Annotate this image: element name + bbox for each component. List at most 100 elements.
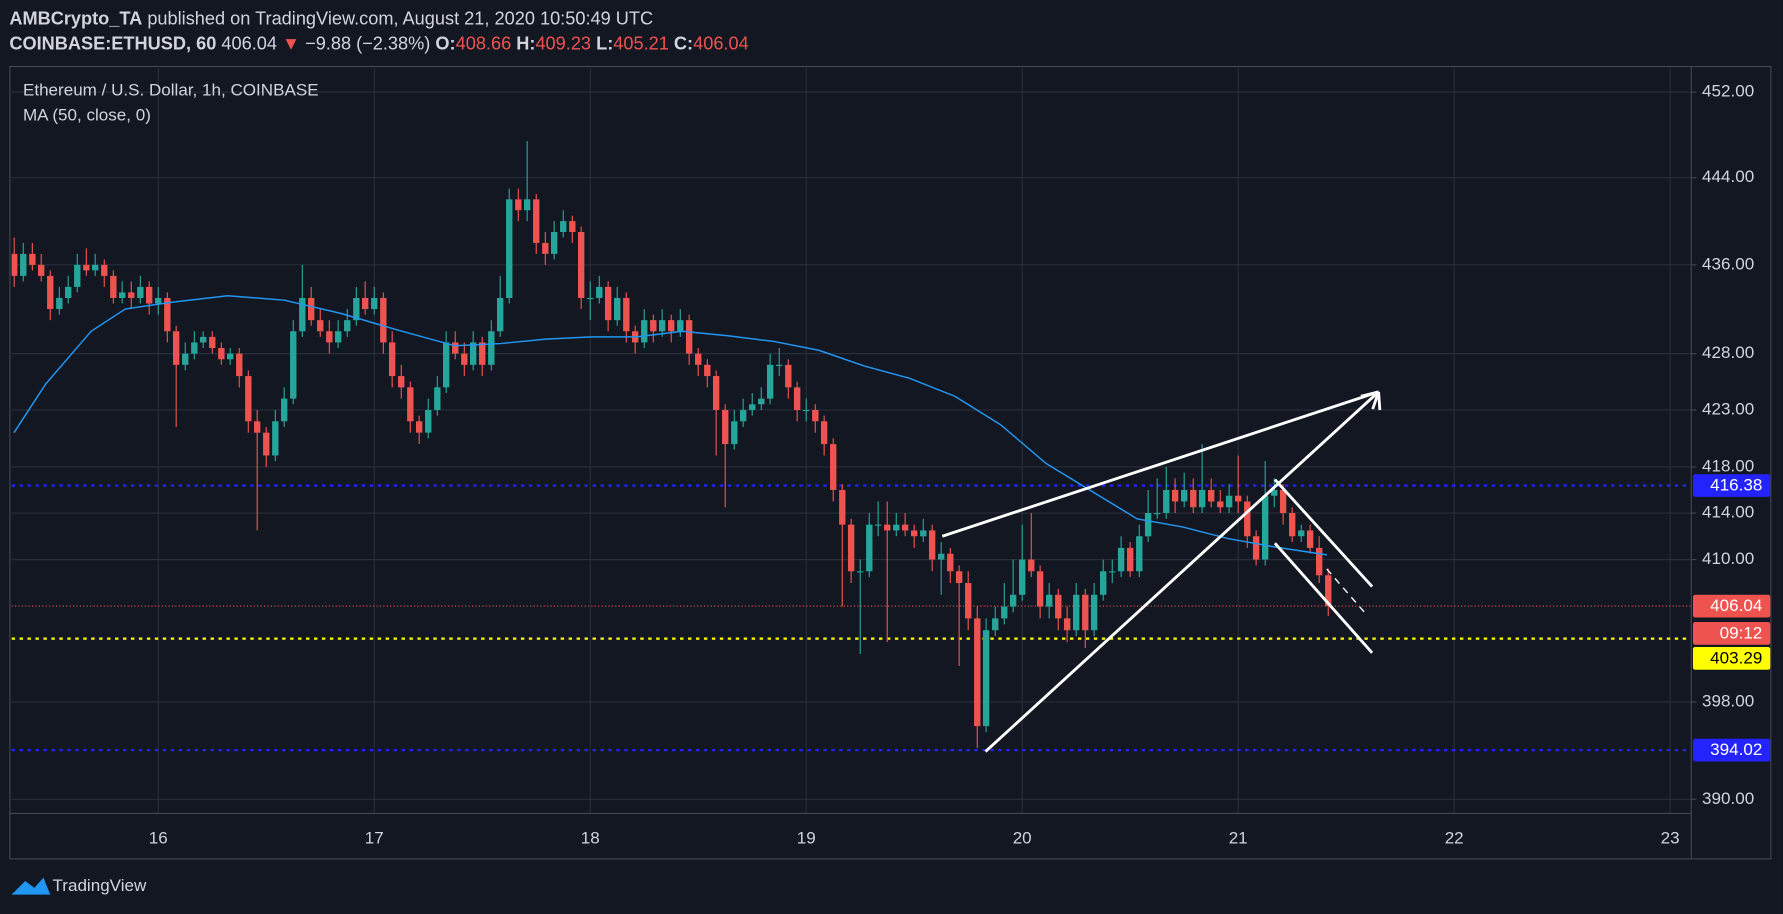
- candle-body: [425, 409, 432, 433]
- candle-body: [191, 342, 198, 354]
- candle-body: [577, 231, 585, 298]
- footer-brand: TradingView: [53, 876, 147, 895]
- y-tick-label: 398.00: [1702, 691, 1754, 710]
- y-tick-label: 414.00: [1702, 503, 1754, 522]
- candle-body: [65, 286, 72, 298]
- candle-body: [56, 297, 63, 310]
- candle-body: [253, 421, 261, 433]
- price-badge-label: 394.02: [1710, 740, 1762, 759]
- candle-body: [1001, 606, 1008, 619]
- candle-body: [434, 387, 441, 410]
- candle-body: [290, 331, 297, 399]
- candle-body: [1271, 489, 1278, 496]
- candle-body: [218, 348, 225, 360]
- candle-body: [1235, 495, 1242, 502]
- ohlc-value: 408.66: [456, 33, 512, 53]
- candle-body: [1325, 575, 1332, 607]
- trend-line: [1326, 568, 1367, 615]
- candle-body: [677, 320, 684, 332]
- price-badge: [1692, 474, 1771, 497]
- candle-body: [47, 275, 54, 310]
- candle-body: [119, 292, 126, 298]
- candle-body: [533, 199, 540, 243]
- candle-body: [461, 353, 468, 365]
- candle-body: [128, 292, 135, 298]
- y-tick-label: 444.00: [1702, 167, 1754, 186]
- candle-body: [1163, 489, 1170, 514]
- candle-body: [317, 320, 324, 332]
- candle-body: [604, 286, 612, 321]
- candle-body: [874, 524, 882, 526]
- legend-entry: MA (50, close, 0): [23, 105, 151, 124]
- x-tick-label: 23: [1661, 828, 1680, 847]
- candle-body: [550, 231, 558, 254]
- candle-body: [1316, 547, 1323, 576]
- price: 406.04: [221, 33, 277, 53]
- candle-body: [1109, 571, 1116, 573]
- candle-body: [371, 297, 378, 310]
- logo-icon: [11, 877, 51, 895]
- x-tick-label: 21: [1229, 828, 1248, 847]
- candle-body: [1279, 489, 1287, 514]
- y-tick-label: 436.00: [1702, 254, 1754, 273]
- ohlc-label: H:: [516, 33, 535, 53]
- candle-body: [173, 331, 180, 365]
- candle-body: [1046, 594, 1053, 607]
- candle-body: [1036, 571, 1044, 607]
- candle-body: [560, 221, 567, 232]
- candle-body: [722, 409, 729, 445]
- candle-body: [866, 524, 873, 572]
- candle-body: [928, 530, 936, 560]
- candle-body: [361, 297, 369, 310]
- price-badge-label: 406.04: [1710, 596, 1762, 615]
- x-tick-label: 22: [1445, 828, 1464, 847]
- candle-body: [1190, 489, 1197, 508]
- candle-body: [793, 387, 801, 410]
- candle-body: [1100, 571, 1107, 595]
- candle-body: [650, 320, 657, 332]
- candle-body: [74, 264, 81, 287]
- candle-body: [695, 353, 702, 365]
- candle-body: [20, 253, 27, 276]
- price-badge-label: 416.38: [1710, 476, 1762, 495]
- candle-body: [596, 286, 603, 298]
- chart-title: Ethereum / U.S. Dollar, 1h, COINBASE: [23, 80, 319, 99]
- candle-body: [1198, 489, 1206, 508]
- candle-body: [1217, 501, 1224, 508]
- candle-body: [263, 432, 270, 456]
- candle-body: [272, 421, 279, 456]
- ohlc-label: O:: [435, 33, 455, 53]
- candle-body: [92, 264, 99, 271]
- trend-line: [1273, 542, 1374, 654]
- price-badge: [1692, 738, 1771, 762]
- trend-line: [941, 390, 1380, 538]
- down-arrow: ▼: [277, 33, 305, 53]
- candle-body: [1306, 530, 1314, 548]
- candle-body: [893, 524, 900, 531]
- candle-body: [307, 297, 315, 321]
- candle-body: [1181, 489, 1188, 502]
- candle-body: [820, 421, 828, 445]
- candle-body: [803, 409, 810, 412]
- price-badge-label: 403.29: [1710, 648, 1762, 667]
- candle-body: [29, 253, 36, 265]
- y-tick-label: 418.00: [1702, 456, 1754, 475]
- candle-body: [11, 253, 18, 276]
- y-tick-label: 410.00: [1702, 549, 1754, 568]
- candle-body: [407, 387, 414, 422]
- candle-body: [200, 336, 207, 343]
- candle-body: [884, 524, 891, 531]
- candle-body: [1009, 594, 1017, 607]
- candle-body: [776, 364, 783, 366]
- candle-body: [146, 286, 153, 304]
- ohlc-label: L:: [596, 33, 613, 53]
- candle-body: [1019, 559, 1026, 595]
- candle-body: [901, 524, 909, 531]
- candle-body: [938, 553, 945, 560]
- candle-body: [496, 297, 504, 332]
- candle-body: [785, 364, 792, 388]
- candle-body: [155, 297, 162, 304]
- footer-logo: TradingView: [11, 876, 147, 895]
